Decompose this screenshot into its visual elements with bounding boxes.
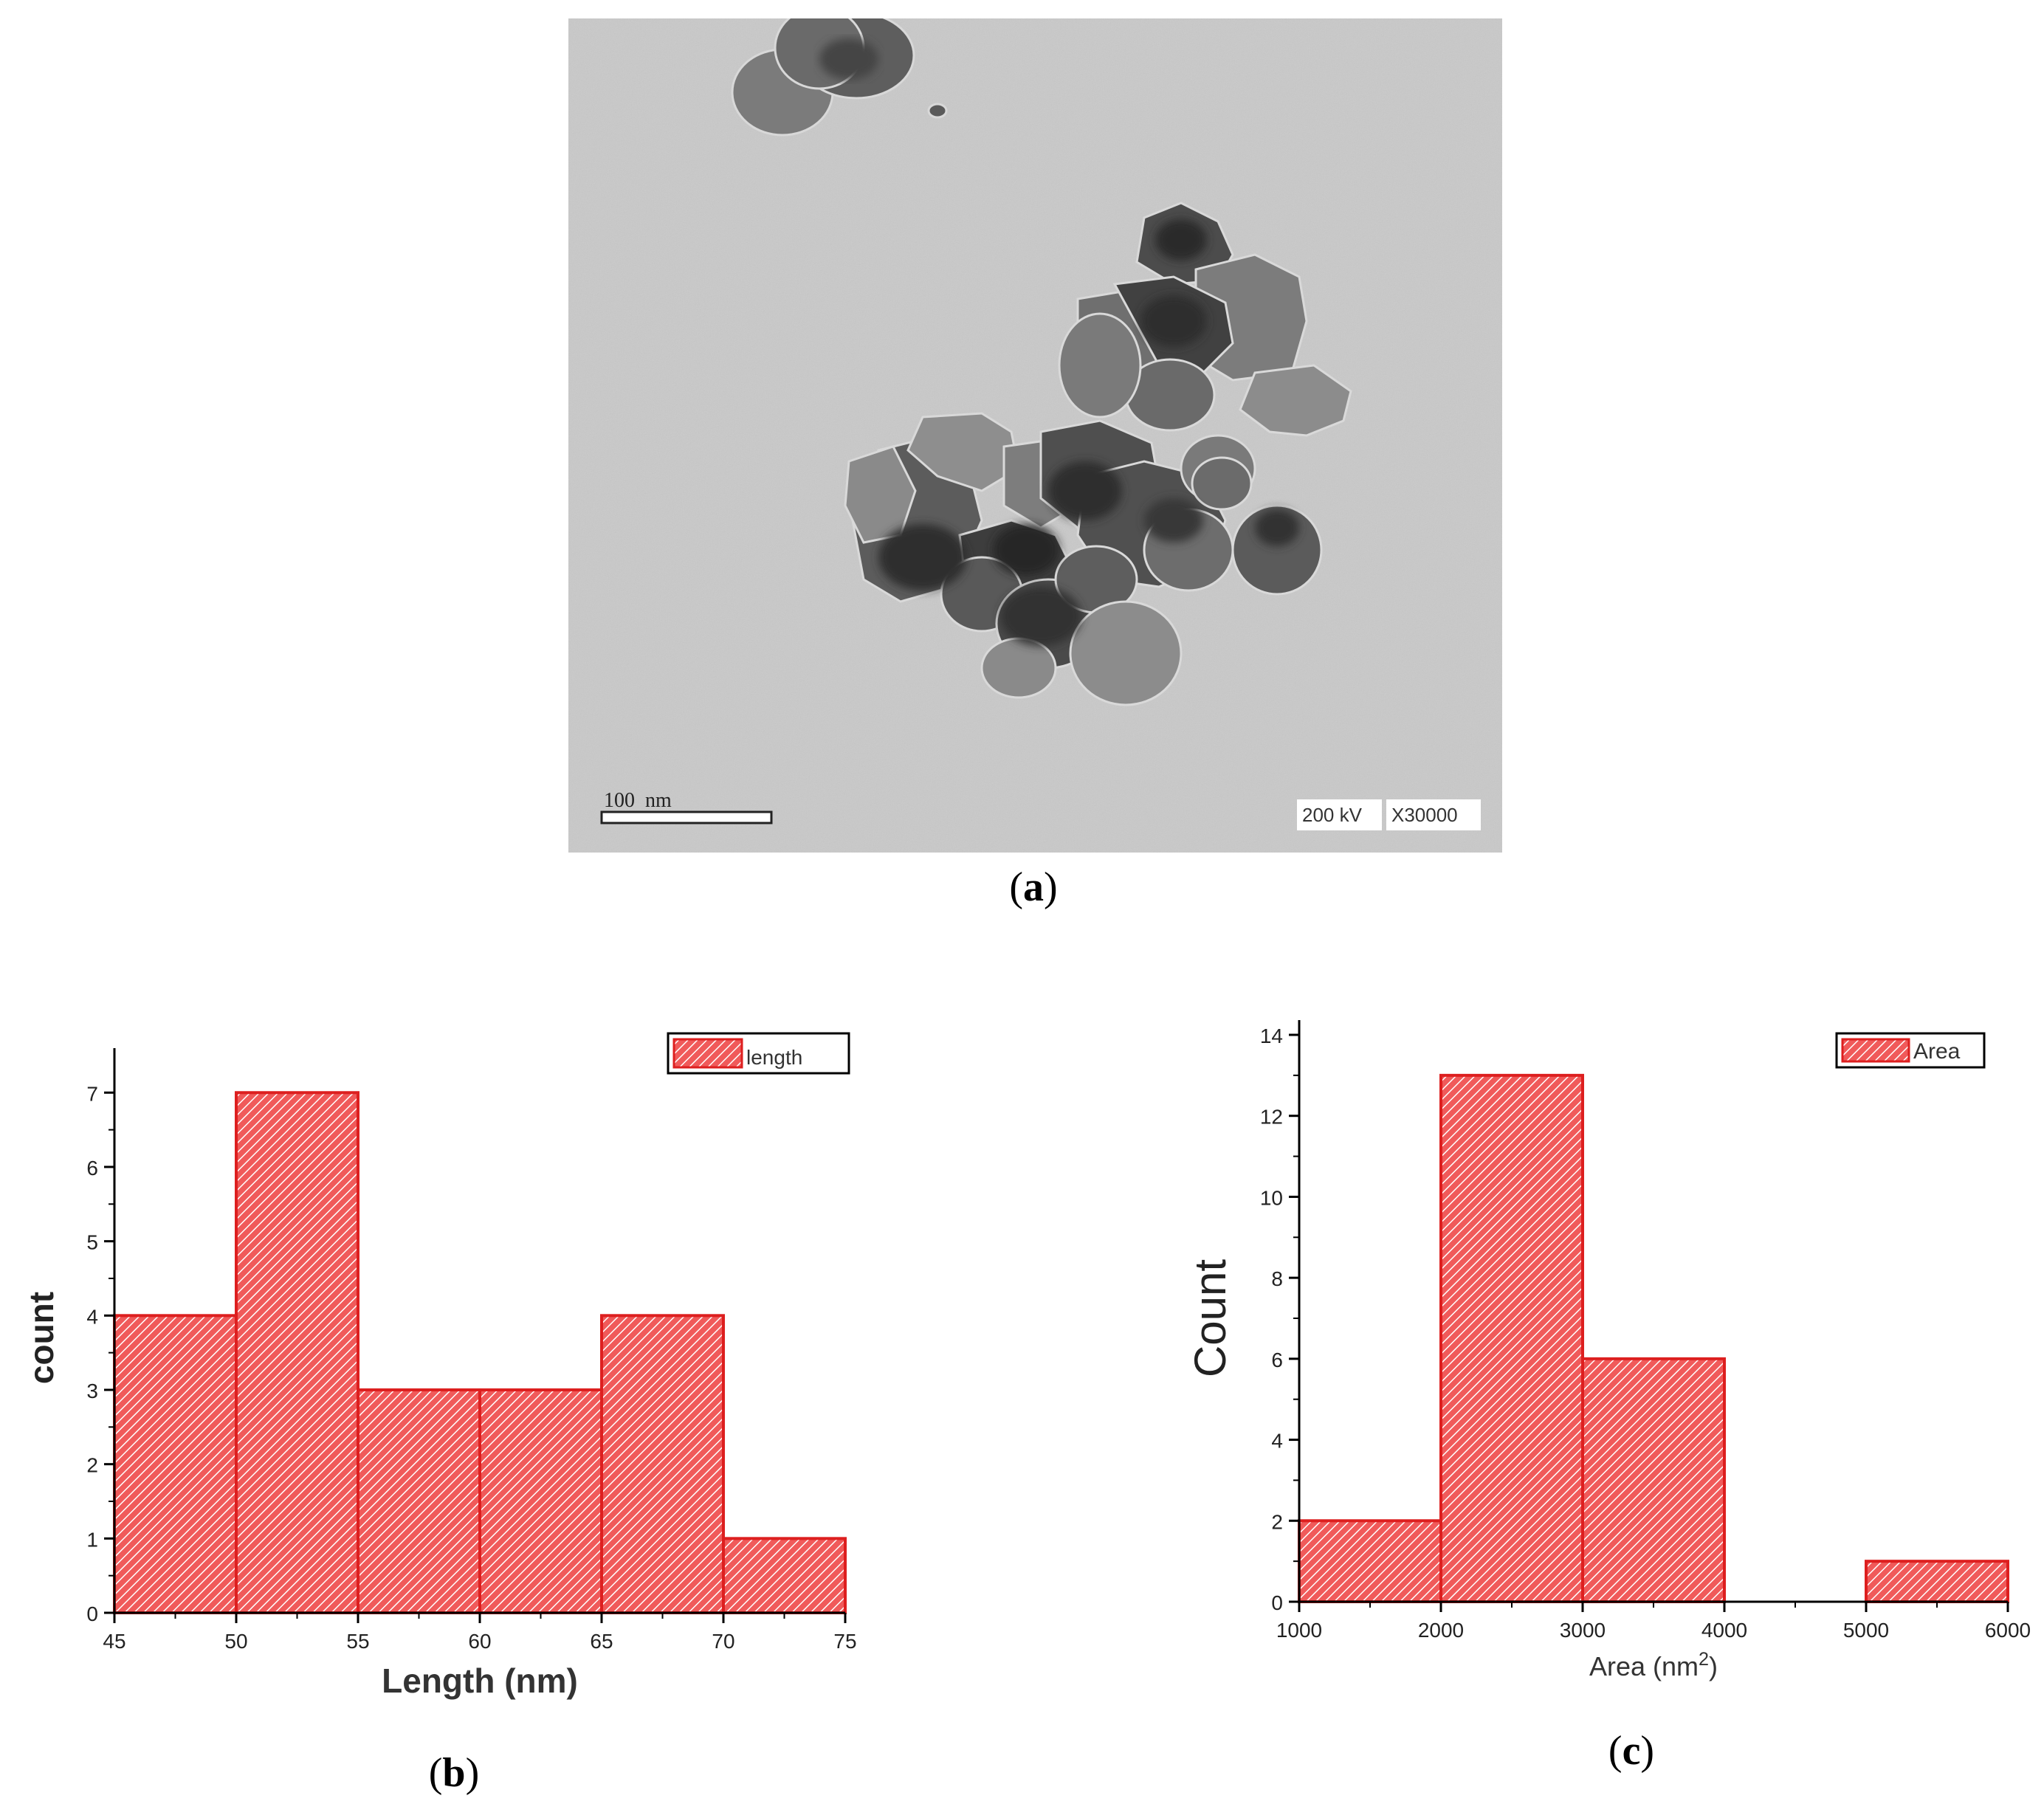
x-tick-label: 55	[346, 1630, 369, 1653]
caption-a-letter: a	[1023, 864, 1044, 910]
x-axis-label-superscript: 2	[1699, 1649, 1709, 1670]
histogram-bar	[722, 1537, 847, 1615]
legend-label: length	[746, 1046, 802, 1069]
caption-b: (b)	[402, 1749, 506, 1797]
particle-cluster-shadows	[878, 219, 1299, 646]
y-tick-label: 10	[1260, 1186, 1283, 1209]
y-tick-label: 6	[1271, 1349, 1283, 1371]
y-tick-label: 14	[1260, 1025, 1283, 1047]
caption-b-letter: b	[442, 1750, 466, 1796]
y-tick-label: 7	[86, 1082, 98, 1105]
legend-swatch	[672, 1038, 743, 1069]
scale-bar-label: 100 nm	[604, 789, 672, 812]
y-axis-label: count	[22, 1292, 61, 1384]
y-tick-label: 3	[86, 1380, 98, 1402]
histogram-bar	[1865, 1560, 2009, 1604]
x-tick-label: 45	[103, 1630, 125, 1653]
histogram-bar	[1581, 1357, 1726, 1603]
legend-label: Area	[1913, 1039, 1961, 1064]
x-tick-label: 70	[712, 1630, 734, 1653]
caption-b-close: )	[465, 1750, 480, 1796]
y-tick-label: 1	[86, 1528, 98, 1551]
y-tick-label: 12	[1260, 1106, 1283, 1129]
y-tick-label: 8	[1271, 1267, 1283, 1290]
x-tick-label: 75	[833, 1630, 856, 1653]
x-tick-label: 1000	[1276, 1619, 1322, 1642]
x-tick-label: 60	[468, 1630, 491, 1653]
histogram-bar	[600, 1314, 725, 1614]
caption-c-open: (	[1608, 1728, 1623, 1774]
caption-a-close: )	[1044, 864, 1058, 910]
x-tick-label: 50	[224, 1630, 247, 1653]
tem-panel: 100 nm 200 kV X30000	[568, 18, 1502, 853]
particle-cluster-small-shade	[819, 38, 878, 80]
histogram-bar	[235, 1091, 359, 1614]
tem-image: 100 nm 200 kV X30000	[568, 18, 1502, 853]
magnification-box	[1386, 799, 1481, 830]
voltage-box	[1297, 799, 1382, 830]
x-tick-label: 5000	[1843, 1619, 1889, 1642]
histogram-bar	[1439, 1073, 1584, 1604]
area-histogram: 1000 2000 3000 4000 5000 6000 0 2 4 6 8 10 12 14 Area …	[1186, 1020, 2031, 1681]
histogram-bar	[113, 1314, 238, 1614]
x-tick-label: 65	[590, 1630, 613, 1653]
y-tick-label: 5	[86, 1231, 98, 1254]
y-tick-label: 4	[1271, 1430, 1283, 1453]
x-tick-label: 3000	[1560, 1619, 1606, 1642]
voltage-label: 200 kV	[1302, 804, 1363, 826]
legend-swatch	[1841, 1038, 1910, 1063]
caption-c: (c)	[1580, 1727, 1683, 1774]
x-tick-label: 4000	[1701, 1619, 1747, 1642]
x-tick-label: 2000	[1418, 1619, 1464, 1642]
histogram-bar	[357, 1388, 481, 1614]
y-axis-label: Count	[1186, 1259, 1235, 1377]
histogram-bar	[1298, 1519, 1442, 1603]
caption-a: (a)	[982, 864, 1085, 911]
caption-c-close: )	[1640, 1728, 1655, 1774]
magnification-label: X30000	[1391, 804, 1458, 826]
x-tick-label: 6000	[1985, 1619, 2031, 1642]
y-tick-label: 0	[86, 1602, 98, 1625]
y-tick-label: 2	[1271, 1510, 1283, 1533]
x-axis-label: Length (nm)	[382, 1662, 578, 1700]
y-tick-label: 6	[86, 1157, 98, 1180]
caption-b-open: (	[428, 1750, 443, 1796]
y-tick-label: 2	[86, 1454, 98, 1477]
y-tick-label: 4	[86, 1305, 98, 1328]
x-axis-label: Area (nm2)	[1589, 1649, 1718, 1681]
scale-bar	[600, 810, 773, 824]
x-axis-label-close: )	[1709, 1651, 1718, 1681]
y-tick-label: 0	[1271, 1591, 1283, 1614]
caption-c-letter: c	[1622, 1728, 1641, 1774]
caption-a-open: (	[1009, 864, 1023, 910]
histogram-bar	[478, 1388, 603, 1614]
